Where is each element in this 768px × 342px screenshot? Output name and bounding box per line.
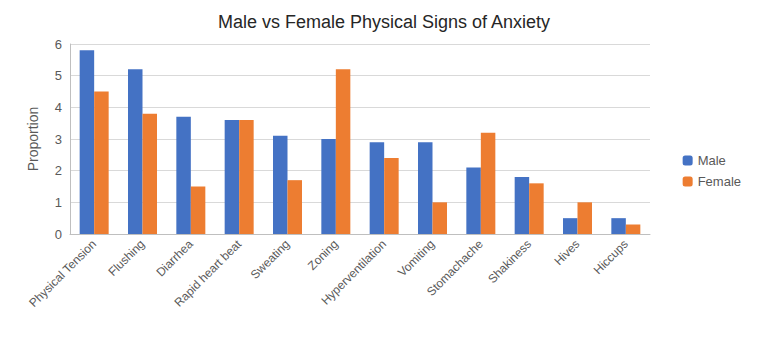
svg-text:Zoning: Zoning bbox=[305, 237, 341, 273]
svg-text:Male vs Female Physical Signs: Male vs Female Physical Signs of Anxiety bbox=[218, 12, 550, 32]
svg-text:Male: Male bbox=[698, 153, 726, 168]
svg-text:Vomiting: Vomiting bbox=[395, 237, 437, 279]
svg-text:Proportion: Proportion bbox=[25, 107, 41, 172]
svg-text:Hiccups: Hiccups bbox=[591, 237, 631, 277]
svg-text:0: 0 bbox=[55, 227, 62, 242]
svg-text:5: 5 bbox=[55, 68, 62, 83]
svg-text:Flushing: Flushing bbox=[106, 237, 148, 279]
svg-text:4: 4 bbox=[55, 100, 62, 115]
svg-text:Sweating: Sweating bbox=[248, 237, 293, 282]
svg-text:Shakiness: Shakiness bbox=[485, 237, 534, 286]
svg-text:Hyperventilation: Hyperventilation bbox=[318, 237, 389, 308]
svg-text:Rapid heart beat: Rapid heart beat bbox=[172, 237, 245, 310]
svg-text:2: 2 bbox=[55, 163, 62, 178]
svg-text:Hives: Hives bbox=[551, 237, 582, 268]
svg-text:Diarrhea: Diarrhea bbox=[153, 237, 196, 280]
svg-text:6: 6 bbox=[55, 37, 62, 52]
svg-text:Stomachache: Stomachache bbox=[424, 237, 486, 299]
svg-text:1: 1 bbox=[55, 195, 62, 210]
svg-text:Female: Female bbox=[698, 174, 741, 189]
svg-text:3: 3 bbox=[55, 132, 62, 147]
svg-text:Physical Tension: Physical Tension bbox=[26, 237, 99, 310]
